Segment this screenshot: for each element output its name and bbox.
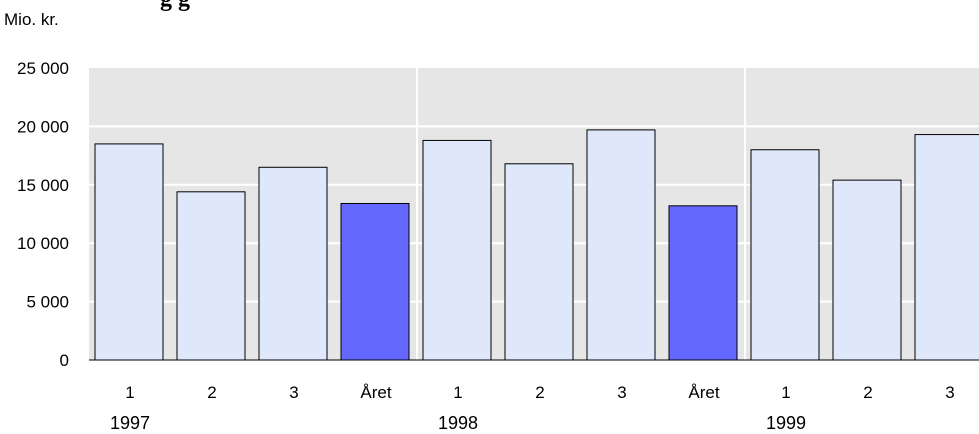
x-category-label: 3 <box>945 383 954 402</box>
year-label: 1998 <box>438 413 478 433</box>
bar <box>750 149 820 361</box>
bar <box>94 143 164 361</box>
y-tick-labels: 0 5 000 10 000 15 000 20 000 25 000 <box>17 59 69 370</box>
bar <box>832 179 902 361</box>
y-tick-label: 20 000 <box>17 117 69 136</box>
x-category-label: 3 <box>617 383 626 402</box>
x-category-labels: 1 2 3 Året 1 2 3 Året 1 2 3 <box>125 383 954 402</box>
x-category-label: 1 <box>453 383 462 402</box>
bars <box>94 129 979 361</box>
x-category-label: Året <box>360 383 391 402</box>
bar <box>668 205 738 361</box>
y-tick-label: 5 000 <box>26 293 69 312</box>
x-category-label: 1 <box>781 383 790 402</box>
x-category-label: Året <box>688 383 719 402</box>
x-category-label: 1 <box>125 383 134 402</box>
bar <box>340 202 410 361</box>
bar <box>258 166 328 361</box>
y-tick-label: 10 000 <box>17 234 69 253</box>
y-tick-label: 0 <box>60 351 69 370</box>
year-label: 1997 <box>110 413 150 433</box>
x-category-label: 2 <box>207 383 216 402</box>
x-category-label: 3 <box>289 383 298 402</box>
bar <box>176 191 246 361</box>
bar <box>914 134 979 361</box>
y-tick-label: 15 000 <box>17 176 69 195</box>
y-axis-unit-label: Mio. kr. <box>4 10 59 29</box>
bar <box>504 163 574 361</box>
bar <box>586 129 656 361</box>
bar <box>422 139 492 361</box>
x-category-label: 2 <box>535 383 544 402</box>
y-tick-label: 25 000 <box>17 59 69 78</box>
year-label: 1999 <box>766 413 806 433</box>
year-labels: 1997 1998 1999 <box>110 413 806 433</box>
chart-title-fragment: g g <box>160 0 190 13</box>
x-category-label: 2 <box>863 383 872 402</box>
